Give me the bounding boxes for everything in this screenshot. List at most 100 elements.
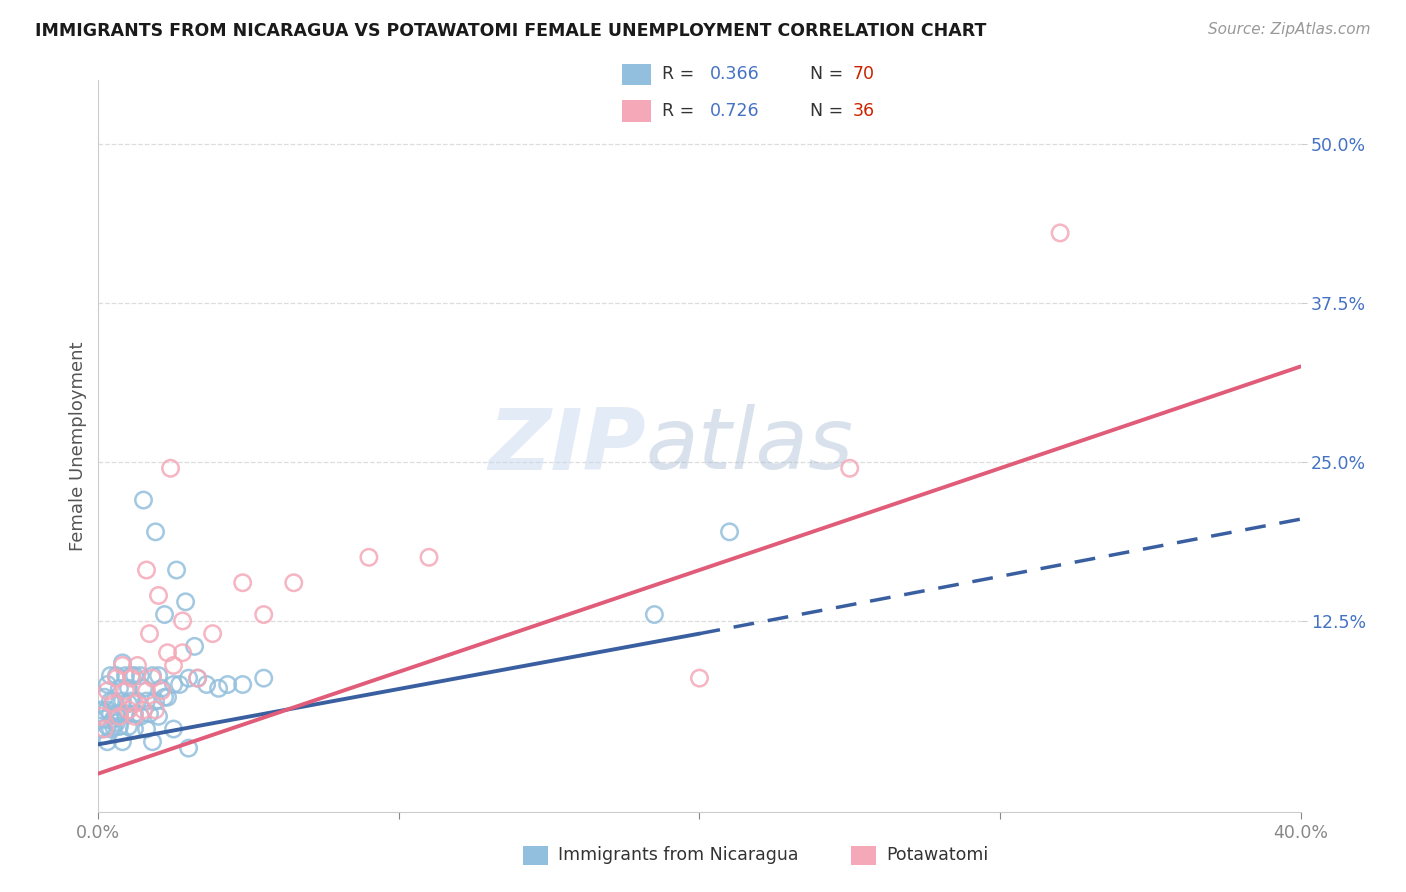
Text: atlas: atlas (645, 404, 853, 488)
Text: ZIP: ZIP (488, 404, 645, 488)
Point (162, 677, 184, 691)
Point (105, 709, 128, 723)
Point (93, 690, 115, 705)
Point (153, 607, 176, 622)
Point (121, 668, 143, 682)
Point (132, 493, 155, 508)
Point (141, 735, 163, 749)
Point (103, 719, 125, 733)
Text: R =: R = (662, 65, 699, 84)
Point (105, 668, 128, 682)
Point (124, 697, 146, 711)
Point (135, 684, 157, 698)
Point (111, 694, 134, 708)
Point (838, 461, 860, 475)
Text: Source: ZipAtlas.com: Source: ZipAtlas.com (1208, 22, 1371, 37)
Point (283, 575, 305, 590)
Point (174, 595, 197, 609)
Point (177, 671, 200, 685)
Point (105, 706, 128, 721)
Point (100, 668, 122, 682)
Point (177, 741, 200, 756)
Point (96, 703, 118, 717)
Point (121, 671, 143, 685)
Point (114, 706, 136, 721)
Point (208, 681, 231, 696)
Point (132, 681, 155, 696)
Point (138, 706, 160, 721)
Point (159, 461, 181, 475)
Point (201, 626, 224, 640)
Text: IMMIGRANTS FROM NICARAGUA VS POTAWATOMI FEMALE UNEMPLOYMENT CORRELATION CHART: IMMIGRANTS FROM NICARAGUA VS POTAWATOMI … (35, 22, 987, 40)
Text: 0.366: 0.366 (710, 65, 759, 84)
Point (124, 722, 146, 736)
Point (172, 646, 194, 660)
Point (138, 626, 160, 640)
Point (217, 677, 239, 691)
Point (148, 589, 170, 603)
Point (90, 703, 112, 717)
Point (103, 712, 125, 726)
Point (96, 684, 118, 698)
Text: 70: 70 (852, 65, 875, 84)
Point (108, 681, 131, 696)
Point (93, 712, 115, 726)
Point (108, 719, 131, 733)
Point (150, 681, 173, 696)
Point (114, 684, 136, 698)
Text: N =: N = (810, 65, 848, 84)
Point (232, 677, 254, 691)
Point (124, 706, 146, 721)
Point (183, 640, 205, 654)
Point (90, 722, 112, 736)
Point (103, 694, 125, 708)
Point (150, 684, 173, 698)
Point (145, 524, 167, 539)
Point (135, 722, 157, 736)
Point (153, 690, 176, 705)
Point (124, 709, 146, 723)
Point (124, 668, 146, 682)
Point (108, 709, 131, 723)
Bar (621, 63, 651, 86)
Point (105, 715, 128, 730)
Point (357, 550, 380, 565)
Text: 36: 36 (852, 102, 875, 120)
Point (156, 690, 179, 705)
Point (166, 563, 188, 577)
Point (145, 694, 167, 708)
Text: Potawatomi: Potawatomi (886, 847, 988, 864)
Point (111, 658, 134, 673)
Point (90, 709, 112, 723)
Point (117, 681, 139, 696)
Point (643, 607, 665, 622)
Point (187, 671, 209, 685)
Point (232, 575, 254, 590)
Point (96, 735, 118, 749)
Bar (621, 100, 651, 122)
Point (135, 694, 157, 708)
Point (121, 694, 143, 708)
Point (141, 671, 163, 685)
Point (187, 671, 209, 685)
Point (100, 722, 122, 736)
Point (96, 677, 118, 691)
Text: Immigrants from Nicaragua: Immigrants from Nicaragua (558, 847, 799, 864)
Text: R =: R = (662, 102, 699, 120)
Text: 0.726: 0.726 (710, 102, 759, 120)
Point (96, 719, 118, 733)
Point (145, 703, 167, 717)
Y-axis label: Female Unemployment: Female Unemployment (69, 342, 87, 550)
Point (111, 735, 134, 749)
Point (100, 706, 122, 721)
Point (253, 671, 276, 685)
Point (141, 668, 163, 682)
Point (93, 728, 115, 742)
Text: N =: N = (810, 102, 848, 120)
Point (169, 677, 191, 691)
Point (127, 694, 149, 708)
Point (172, 614, 194, 628)
Point (117, 697, 139, 711)
Point (111, 656, 134, 670)
Point (117, 719, 139, 733)
